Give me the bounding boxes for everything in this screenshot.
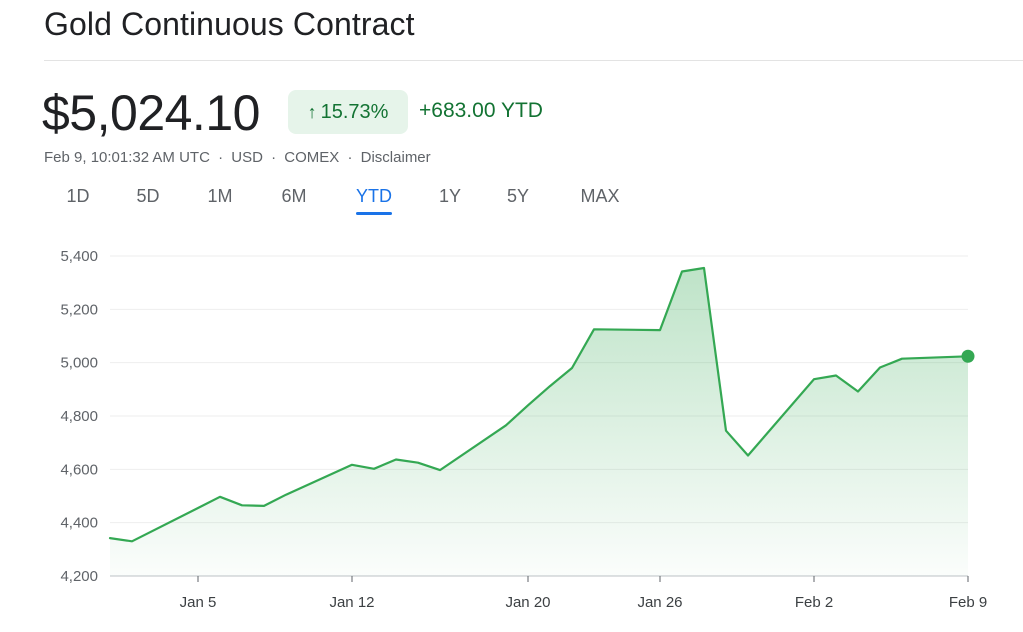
meta-separator: · <box>347 149 353 166</box>
chart-axes: 5,400 5,200 5,000 4,800 4,600 4,400 4,200 Jan 5… <box>60 248 987 611</box>
chart-area <box>108 266 975 576</box>
tab-1y[interactable]: 1Y <box>438 186 462 206</box>
quote-currency: USD <box>231 149 263 166</box>
change-ytd: +683.00 YTD <box>419 99 543 122</box>
x-tick-label: Jan 5 <box>180 594 217 611</box>
change-percent: 15.73% <box>320 100 389 123</box>
x-tick-label: Feb 9 <box>949 594 987 611</box>
meta-separator: · <box>271 149 277 166</box>
tab-max[interactable]: MAX <box>580 186 620 206</box>
y-tick-label: 5,000 <box>60 355 98 372</box>
series-line <box>108 266 970 543</box>
y-tick-label: 5,400 <box>60 248 98 265</box>
tab-6m[interactable]: 6M <box>281 186 307 206</box>
page-title: Gold Continuous Contract <box>44 6 415 42</box>
series-area-fill <box>110 268 968 576</box>
quote-meta: Feb 9, 10:01:32 AM UTC · USD · COMEX · D… <box>44 149 431 166</box>
current-price: $5,024.10 <box>42 85 260 141</box>
y-tick-label: 5,200 <box>60 301 98 318</box>
tab-5d[interactable]: 5D <box>136 186 160 206</box>
x-tick-label: Feb 2 <box>795 594 833 611</box>
change-percent-badge: ↑ 15.73% <box>288 90 408 134</box>
y-tick-label: 4,200 <box>60 568 98 585</box>
header-divider <box>44 60 1023 61</box>
y-tick-label: 4,400 <box>60 515 98 532</box>
x-tick-label: Jan 26 <box>637 594 682 611</box>
quote-exchange: COMEX <box>284 149 340 166</box>
disclaimer-link[interactable]: Disclaimer <box>360 149 431 166</box>
tab-5y[interactable]: 5Y <box>506 186 530 206</box>
tab-ytd[interactable]: YTD <box>356 186 392 215</box>
quote-timestamp: Feb 9, 10:01:32 AM UTC <box>44 149 210 166</box>
x-tick-label: Jan 20 <box>505 594 550 611</box>
last-price-marker[interactable] <box>961 349 975 363</box>
range-tabs: 1D 5D 1M 6M YTD 1Y 5Y MAX <box>0 186 700 216</box>
x-tick-label: Jan 12 <box>329 594 374 611</box>
y-tick-label: 4,600 <box>60 461 98 478</box>
tab-1m[interactable]: 1M <box>207 186 233 206</box>
meta-separator: · <box>218 149 224 166</box>
arrow-up-icon: ↑ <box>307 101 317 122</box>
y-tick-label: 4,800 <box>60 408 98 425</box>
tab-1d[interactable]: 1D <box>66 186 90 206</box>
